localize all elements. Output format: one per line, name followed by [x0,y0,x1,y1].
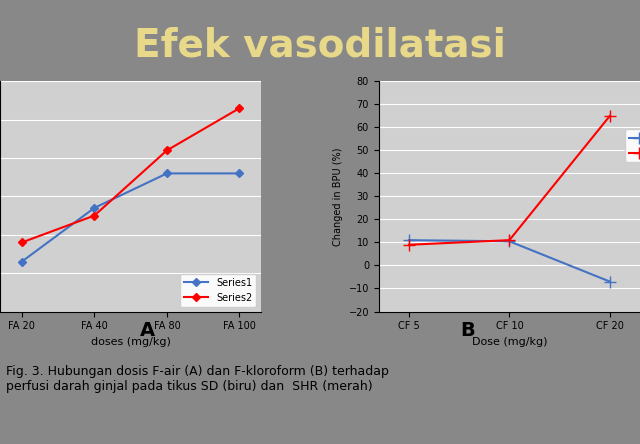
X-axis label: doses (mg/kg): doses (mg/kg) [91,337,170,347]
Series2 [236,106,243,111]
S [606,279,614,284]
S [405,242,413,247]
Line: Series1: Series1 [19,170,242,265]
Line: S: S [403,234,616,287]
Text: Efek vasodilatasi: Efek vasodilatasi [134,26,506,64]
Series2 [18,240,26,245]
Text: B: B [460,321,475,341]
S [506,238,513,243]
Series1 [90,205,98,210]
S [506,238,513,244]
Line: Series2: Series2 [19,105,242,245]
Line: S: S [403,110,616,250]
Legend: Series1, Series2: Series1, Series2 [180,274,257,307]
Y-axis label: Changed in BPU (%): Changed in BPU (%) [333,147,343,246]
Series2 [163,148,171,153]
Text: Fig. 3. Hubungan dosis F-air (A) dan F-kloroform (B) terhadap
perfusi darah ginj: Fig. 3. Hubungan dosis F-air (A) dan F-k… [6,365,389,393]
Legend: S, S: S, S [625,130,640,162]
Series1 [163,171,171,176]
Series1 [236,171,243,176]
S [606,113,614,119]
S [405,238,413,243]
Series1 [18,259,26,264]
Text: A: A [140,321,155,341]
Series2 [90,213,98,218]
X-axis label: Dose (mg/kg): Dose (mg/kg) [472,337,547,347]
